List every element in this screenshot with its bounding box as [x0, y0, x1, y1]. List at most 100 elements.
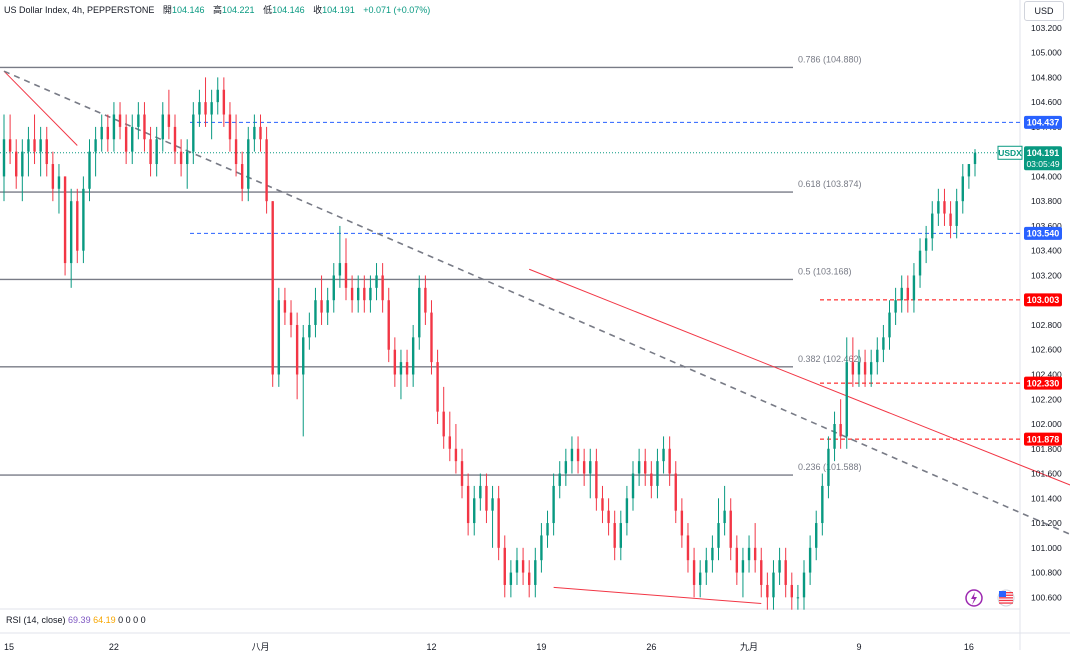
- candle-123: [753, 523, 757, 573]
- y-tick-label: 101.000: [1031, 543, 1062, 553]
- price-tag-label-1: 103.540: [1027, 229, 1060, 239]
- candle-57: [350, 275, 354, 313]
- candle-70: [430, 300, 433, 375]
- candle-body: [39, 139, 42, 152]
- close-value: 104.191: [322, 5, 355, 15]
- candle-body: [723, 510, 726, 524]
- candle-26: [161, 102, 164, 152]
- candle-body: [332, 275, 335, 301]
- y-tick-label: 100.600: [1031, 592, 1062, 602]
- price-tag-box-1: [1024, 226, 1062, 240]
- candle-body: [295, 324, 299, 375]
- candle-12: [76, 188, 79, 264]
- candle-101: [619, 510, 622, 561]
- candle-47: [289, 300, 293, 338]
- fibonacci-levels: 0.786 (104.880) 0.618 (103.874) 0.5 (103.1…: [0, 54, 862, 476]
- candle-body: [497, 498, 500, 548]
- candle-152: [931, 201, 934, 251]
- candle-body: [888, 312, 891, 338]
- candle-body: [619, 523, 622, 548]
- high-label: 高: [213, 5, 223, 15]
- current-price-box: [1024, 146, 1062, 171]
- candle-body: [100, 126, 103, 140]
- y-tick-label: 102.600: [1031, 345, 1062, 355]
- candle-body: [204, 102, 207, 115]
- candle-body: [69, 201, 73, 264]
- trendlines: [3, 70, 1070, 605]
- candle-body: [112, 114, 116, 140]
- rsi-legend: RSI (14, close) 69.39 64.19 0 0 0 0: [6, 615, 146, 625]
- candle-body: [931, 213, 934, 239]
- candle-98: [601, 485, 604, 524]
- candle-126: [772, 560, 775, 610]
- candle-3: [21, 139, 24, 202]
- price-lines: [0, 121, 1020, 440]
- candle-33: [204, 77, 207, 127]
- currency-button[interactable]: USD: [1024, 1, 1064, 21]
- candle-37: [228, 102, 232, 152]
- candle-body: [418, 287, 421, 338]
- candle-16: [100, 114, 103, 152]
- candle-148: [906, 275, 910, 313]
- candle-body: [680, 510, 684, 536]
- candle-61: [375, 263, 378, 301]
- candle-body: [527, 572, 531, 585]
- candle-body: [589, 461, 592, 474]
- y-tick-label: 101.200: [1031, 518, 1062, 528]
- candle-17: [106, 114, 110, 152]
- candle-38: [234, 114, 238, 177]
- candle-body: [124, 126, 128, 152]
- candle-body: [924, 238, 928, 251]
- candle-79: [485, 473, 488, 524]
- symbol-tag-box: [997, 145, 1023, 160]
- candle-108: [662, 436, 665, 474]
- lightning-icon[interactable]: [965, 589, 983, 607]
- candle-22: [137, 102, 140, 140]
- trendline-5: [3, 70, 1070, 536]
- candle-body: [149, 139, 152, 165]
- candle-18: [112, 102, 116, 152]
- candle-62: [381, 263, 384, 313]
- y-axis: 103.200105.000104.800104.600104.400104.2…: [1031, 23, 1062, 602]
- candle-body: [753, 547, 757, 561]
- y-tick-label: 103.800: [1031, 196, 1062, 206]
- candle-145: [888, 300, 891, 350]
- candle-8: [51, 151, 55, 202]
- open-label: 開: [162, 5, 172, 15]
- x-tick-label: 9: [856, 642, 861, 652]
- candle-125: [766, 572, 769, 610]
- candle-body: [808, 547, 812, 573]
- candle-11: [69, 188, 73, 288]
- candle-107: [656, 448, 659, 499]
- trendline-2: [553, 586, 762, 605]
- candle-body: [326, 300, 329, 313]
- candle-body: [192, 114, 195, 152]
- candle-59: [363, 275, 366, 313]
- candle-133: [815, 510, 818, 561]
- candle-body: [869, 362, 873, 375]
- candle-body: [271, 201, 274, 375]
- candle-body: [613, 523, 616, 548]
- candle-32: [198, 89, 201, 127]
- candle-body: [845, 362, 848, 437]
- x-tick-label: 19: [536, 642, 546, 652]
- candle-body: [344, 263, 348, 288]
- candle-body: [21, 151, 24, 177]
- candle-84: [515, 547, 519, 585]
- symbol-tag-label: USDX: [998, 148, 1022, 158]
- candle-72: [442, 386, 445, 449]
- candle-34: [210, 89, 213, 140]
- trendline-0: [3, 70, 78, 146]
- candle-93: [570, 436, 574, 474]
- candle-20: [124, 114, 128, 165]
- candle-144: [882, 324, 885, 363]
- candle-body: [973, 152, 977, 165]
- candle-94: [576, 436, 580, 474]
- candle-body: [857, 362, 861, 375]
- candle-6: [39, 126, 42, 177]
- candle-10: [63, 176, 67, 276]
- candle-56: [344, 238, 348, 301]
- rsi-value-2: 64.19: [93, 615, 116, 625]
- candle-body: [375, 275, 378, 288]
